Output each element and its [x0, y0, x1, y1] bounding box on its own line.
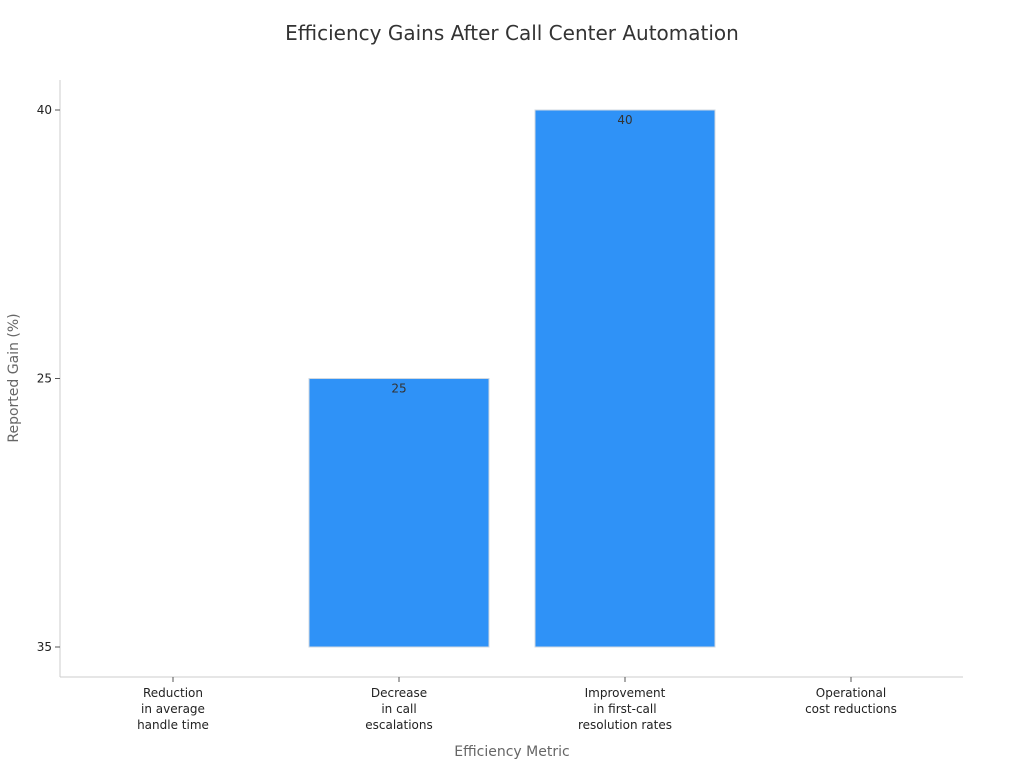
- y-tick-label: 40: [37, 103, 52, 117]
- bar-value-label: 40: [617, 113, 632, 127]
- bar: [534, 109, 716, 648]
- x-axis-title: Efficiency Metric: [454, 744, 569, 760]
- y-axis-title: Reported Gain (%): [6, 313, 22, 442]
- x-tick-label: Decrease in call escalations: [365, 686, 433, 732]
- y-tick-label: 35: [37, 640, 52, 654]
- chart-title: Efficiency Gains After Call Center Autom…: [285, 21, 739, 45]
- y-tick-label: 25: [37, 372, 52, 386]
- x-tick-label: Improvement in first-call resolution rates: [578, 686, 672, 732]
- bar: [308, 378, 490, 648]
- y-ticks-group: 40 25 35: [37, 103, 60, 654]
- x-ticks-group: Reduction in average handle time Decrease in…: [137, 677, 897, 732]
- bars-group: 25 40: [308, 109, 716, 648]
- x-tick-label: Operational cost reductions: [805, 686, 897, 716]
- x-tick-label: Reduction in average handle time: [137, 686, 209, 732]
- bar-value-label: 25: [391, 382, 406, 396]
